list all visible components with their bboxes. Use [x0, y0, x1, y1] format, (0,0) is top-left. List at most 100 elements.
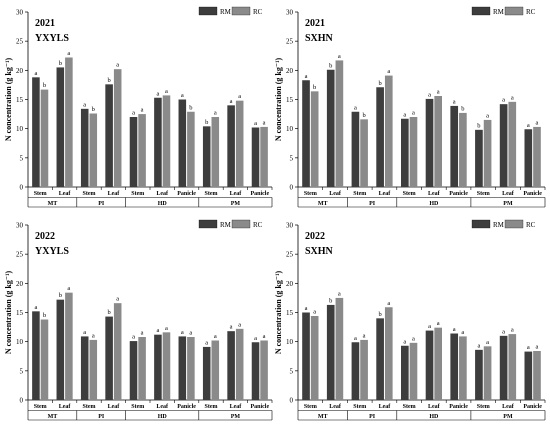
significance-label: a: [214, 333, 217, 340]
x-tick-label: Stem: [477, 404, 490, 410]
bar: [105, 84, 113, 187]
significance-label: a: [453, 326, 456, 333]
significance-label: a: [305, 305, 308, 312]
bar: [499, 335, 508, 400]
bar: [310, 316, 319, 400]
significance-label: a: [156, 327, 159, 334]
group-label: PI: [98, 201, 105, 207]
x-tick-label: Stem: [34, 191, 47, 197]
significance-label: a: [477, 342, 480, 349]
bar: [360, 339, 368, 400]
bar: [251, 342, 260, 400]
y-tick-label: 15: [16, 309, 24, 317]
significance-label: a: [34, 304, 37, 311]
bar: [178, 336, 187, 400]
significance-label: b: [107, 77, 110, 84]
panel-title: 2022: [35, 231, 55, 242]
significance-label: b: [329, 297, 332, 304]
y-tick-label: 30: [16, 9, 24, 17]
group-label: MT: [48, 414, 58, 420]
bar: [400, 118, 409, 187]
y-tick-label: 15: [16, 96, 24, 104]
y-axis-label: N concentration (g kg⁻¹): [4, 58, 13, 142]
bar: [202, 346, 211, 400]
significance-label: a: [437, 89, 440, 96]
significance-label: a: [156, 90, 159, 97]
chart-panel: 0 5 10 15 20 25 30 N concentration (g kg⁻¹) 2022…: [4, 219, 273, 421]
y-tick-label: 0: [20, 184, 24, 192]
bar: [434, 96, 443, 187]
group-label: PM: [503, 414, 513, 420]
bar: [302, 312, 310, 400]
significance-label: a: [165, 325, 168, 332]
group-label: PI: [98, 414, 105, 420]
bar: [260, 340, 268, 400]
panel-subtitle: SXHN: [305, 33, 334, 44]
y-tick-label: 10: [286, 125, 294, 133]
x-tick-label: Leaf: [156, 404, 169, 410]
legend-label: RM: [220, 8, 232, 16]
significance-label: a: [486, 339, 489, 346]
x-tick-label: Leaf: [329, 191, 342, 197]
significance-label: b: [477, 122, 480, 129]
x-tick-label: Leaf: [230, 191, 243, 197]
x-tick-label: Leaf: [502, 404, 515, 410]
significance-label: b: [313, 84, 316, 91]
y-tick-label: 20: [16, 280, 24, 288]
x-tick-label: Stem: [353, 191, 366, 197]
y-axis-label: N concentration (g kg⁻¹): [4, 271, 13, 355]
significance-label: a: [461, 329, 464, 336]
bar: [65, 57, 73, 187]
bar: [89, 339, 98, 400]
bar: [434, 327, 443, 400]
significance-label: a: [428, 323, 431, 330]
significance-label: a: [453, 98, 456, 105]
significance-label: a: [238, 321, 241, 328]
bar: [235, 328, 244, 400]
significance-label: a: [189, 330, 192, 337]
x-tick-label: Panicle: [523, 404, 542, 410]
significance-label: b: [107, 309, 110, 316]
panel-subtitle: YXYLS: [35, 33, 69, 44]
x-tick-label: Stem: [205, 191, 218, 197]
y-tick-label: 10: [16, 338, 24, 346]
significance-label: a: [67, 285, 70, 292]
bar: [524, 129, 533, 187]
group-label: HD: [429, 201, 439, 207]
x-tick-label: Stem: [83, 191, 96, 197]
x-tick-label: Panicle: [449, 404, 468, 410]
x-tick-label: Panicle: [523, 191, 542, 197]
x-tick-label: Stem: [304, 191, 317, 197]
x-tick-label: Leaf: [379, 404, 392, 410]
significance-label: a: [338, 53, 341, 60]
significance-label: a: [403, 111, 406, 118]
legend-swatch: [471, 6, 491, 16]
significance-label: a: [181, 92, 184, 99]
x-tick-label: Stem: [205, 404, 218, 410]
bar: [360, 119, 368, 187]
bar: [508, 101, 517, 187]
significance-label: a: [305, 73, 308, 80]
y-tick-label: 25: [16, 251, 24, 259]
y-tick-label: 0: [290, 184, 294, 192]
y-tick-label: 0: [20, 397, 24, 405]
significance-label: a: [437, 320, 440, 327]
legend-swatch: [471, 219, 491, 229]
bar: [351, 111, 360, 187]
significance-label: b: [92, 106, 95, 113]
bar: [376, 318, 384, 400]
significance-label: a: [387, 68, 390, 75]
chart-panel: 0 5 10 15 20 25 30 N concentration (g kg⁻¹) 2022…: [274, 219, 546, 421]
bar: [56, 67, 65, 187]
x-tick-label: Stem: [477, 191, 490, 197]
group-label: HD: [158, 414, 168, 420]
bar: [425, 98, 434, 187]
significance-label: a: [338, 290, 341, 297]
legend-swatch: [231, 219, 251, 229]
significance-label: a: [132, 110, 135, 117]
significance-label: a: [254, 120, 257, 127]
x-tick-label: Leaf: [329, 404, 342, 410]
group-label: MT: [48, 201, 58, 207]
y-tick-label: 5: [20, 154, 24, 162]
